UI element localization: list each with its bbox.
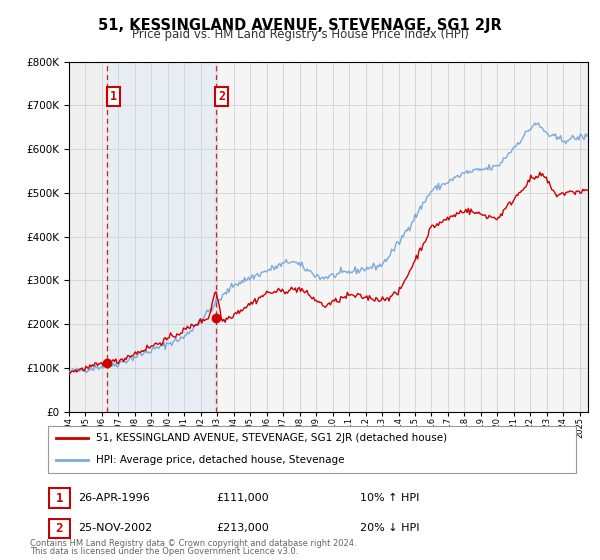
Text: 25-NOV-2002: 25-NOV-2002 [78, 524, 152, 533]
Text: 1: 1 [110, 90, 117, 103]
Text: 1: 1 [56, 492, 63, 505]
Text: Price paid vs. HM Land Registry's House Price Index (HPI): Price paid vs. HM Land Registry's House … [131, 28, 469, 41]
Bar [107, 62, 215, 412]
FancyBboxPatch shape [48, 426, 576, 473]
FancyBboxPatch shape [49, 519, 70, 538]
Bar [69, 62, 107, 412]
FancyBboxPatch shape [49, 488, 70, 508]
Bar [580, 62, 588, 412]
Bar [580, 62, 588, 412]
Text: 51, KESSINGLAND AVENUE, STEVENAGE, SG1 2JR (detached house): 51, KESSINGLAND AVENUE, STEVENAGE, SG1 2… [95, 433, 446, 444]
Text: 26-APR-1996: 26-APR-1996 [78, 493, 150, 503]
Text: 2: 2 [56, 522, 63, 535]
Text: This data is licensed under the Open Government Licence v3.0.: This data is licensed under the Open Gov… [30, 547, 298, 556]
Text: 20% ↓ HPI: 20% ↓ HPI [360, 524, 419, 533]
Bar [69, 62, 107, 412]
Text: 2: 2 [218, 90, 225, 103]
Text: 10% ↑ HPI: 10% ↑ HPI [360, 493, 419, 503]
Text: 51, KESSINGLAND AVENUE, STEVENAGE, SG1 2JR: 51, KESSINGLAND AVENUE, STEVENAGE, SG1 2… [98, 18, 502, 33]
Text: HPI: Average price, detached house, Stevenage: HPI: Average price, detached house, Stev… [95, 455, 344, 465]
Text: Contains HM Land Registry data © Crown copyright and database right 2024.: Contains HM Land Registry data © Crown c… [30, 539, 356, 548]
Text: £111,000: £111,000 [216, 493, 269, 503]
Text: £213,000: £213,000 [216, 524, 269, 533]
